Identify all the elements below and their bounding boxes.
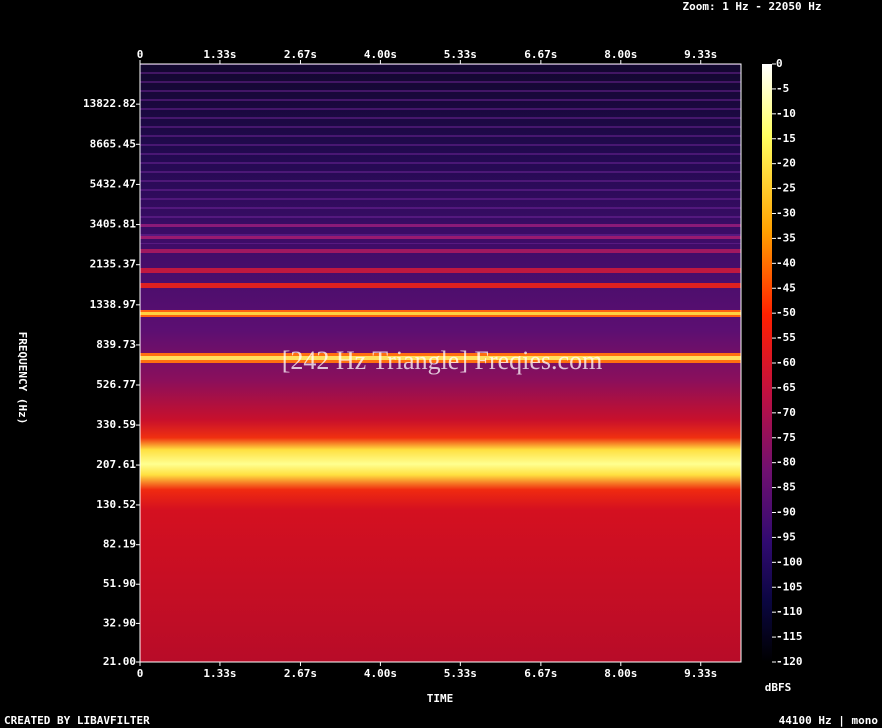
y-tick-label: 51.90 xyxy=(103,577,136,590)
harmonic xyxy=(140,312,741,315)
x-tick-label: 1.33s xyxy=(203,667,236,680)
y-tick-label: 3405.81 xyxy=(90,218,137,231)
x-tick-label: 2.67s xyxy=(284,667,317,680)
footer-right: 44100 Hz | mono xyxy=(779,714,879,727)
colorbar-tick-label: -120 xyxy=(776,655,803,668)
y-tick-label: 13822.82 xyxy=(83,97,136,110)
colorbar xyxy=(762,64,772,662)
y-axis-label: FREQUENCY (Hz) xyxy=(16,332,29,425)
harmonic xyxy=(140,224,741,227)
harmonic xyxy=(140,236,741,239)
harmonic xyxy=(140,283,741,288)
y-tick-label: 526.77 xyxy=(96,378,136,391)
colorbar-tick-label: -100 xyxy=(776,555,803,568)
y-tick-label: 1338.97 xyxy=(90,298,136,311)
watermark: [242 Hz Triangle] Freqies.com xyxy=(282,346,603,375)
colorbar-tick-label: -55 xyxy=(776,331,796,344)
x-tick-label: 2.67s xyxy=(284,48,317,61)
colorbar-tick-label: -40 xyxy=(776,256,796,269)
colorbar-tick-label: -15 xyxy=(776,132,796,145)
x-tick-label: 0 xyxy=(137,667,144,680)
harmonic xyxy=(140,268,741,273)
x-tick-label: 4.00s xyxy=(364,48,397,61)
x-tick-label: 1.33s xyxy=(203,48,236,61)
y-tick-label: 5432.47 xyxy=(90,177,136,190)
y-tick-label: 21.00 xyxy=(103,655,136,668)
x-tick-label: 5.33s xyxy=(444,48,477,61)
x-tick-label: 6.67s xyxy=(524,667,557,680)
colorbar-tick-label: -110 xyxy=(776,605,803,618)
colorbar-tick-label: 0 xyxy=(776,57,783,70)
colorbar-label: dBFS xyxy=(765,681,792,694)
x-tick-label: 8.00s xyxy=(604,667,637,680)
colorbar-tick-label: -85 xyxy=(776,481,796,494)
y-tick-label: 839.73 xyxy=(96,338,136,351)
plot-frame xyxy=(139,63,742,663)
x-tick-label: 0 xyxy=(137,48,144,61)
colorbar-tick-label: -45 xyxy=(776,281,796,294)
y-tick-label: 2135.37 xyxy=(90,258,136,271)
y-tick-label: 8665.45 xyxy=(90,137,136,150)
y-tick-label: 330.59 xyxy=(96,418,136,431)
colorbar-tick-label: -90 xyxy=(776,506,796,519)
colorbar-tick-label: -5 xyxy=(776,82,789,95)
colorbar-tick-label: -70 xyxy=(776,406,796,419)
footer-left: CREATED BY LIBAVFILTER xyxy=(4,714,150,727)
colorbar-tick-label: -60 xyxy=(776,356,796,369)
colorbar-tick-label: -35 xyxy=(776,231,796,244)
colorbar-tick-label: -80 xyxy=(776,456,796,469)
colorbar-tick-label: -75 xyxy=(776,431,796,444)
colorbar-tick-label: -115 xyxy=(776,630,803,643)
y-tick-label: 130.52 xyxy=(96,498,136,511)
colorbar-tick-label: -65 xyxy=(776,381,796,394)
x-tick-label: 8.00s xyxy=(604,48,637,61)
x-tick-label: 6.67s xyxy=(524,48,557,61)
x-tick-label: 4.00s xyxy=(364,667,397,680)
colorbar-tick-label: -25 xyxy=(776,182,796,195)
colorbar-tick-label: -95 xyxy=(776,530,796,543)
colorbar-tick-label: -10 xyxy=(776,107,796,120)
y-tick-label: 82.19 xyxy=(103,538,136,551)
harmonic xyxy=(140,356,741,360)
harmonic-stripes xyxy=(140,64,741,244)
colorbar-tick-label: -30 xyxy=(776,207,796,220)
harmonic xyxy=(140,249,741,253)
zoom-label: Zoom: 1 Hz - 22050 Hz xyxy=(682,0,821,13)
colorbar-tick-label: -105 xyxy=(776,580,803,593)
y-tick-label: 32.90 xyxy=(103,616,136,629)
x-tick-label: 9.33s xyxy=(684,667,717,680)
x-tick-label: 9.33s xyxy=(684,48,717,61)
y-tick-label: 207.61 xyxy=(96,458,136,471)
colorbar-tick-label: -50 xyxy=(776,306,796,319)
x-axis-label: TIME xyxy=(427,692,454,705)
x-tick-label: 5.33s xyxy=(444,667,477,680)
colorbar-tick-label: -20 xyxy=(776,157,796,170)
